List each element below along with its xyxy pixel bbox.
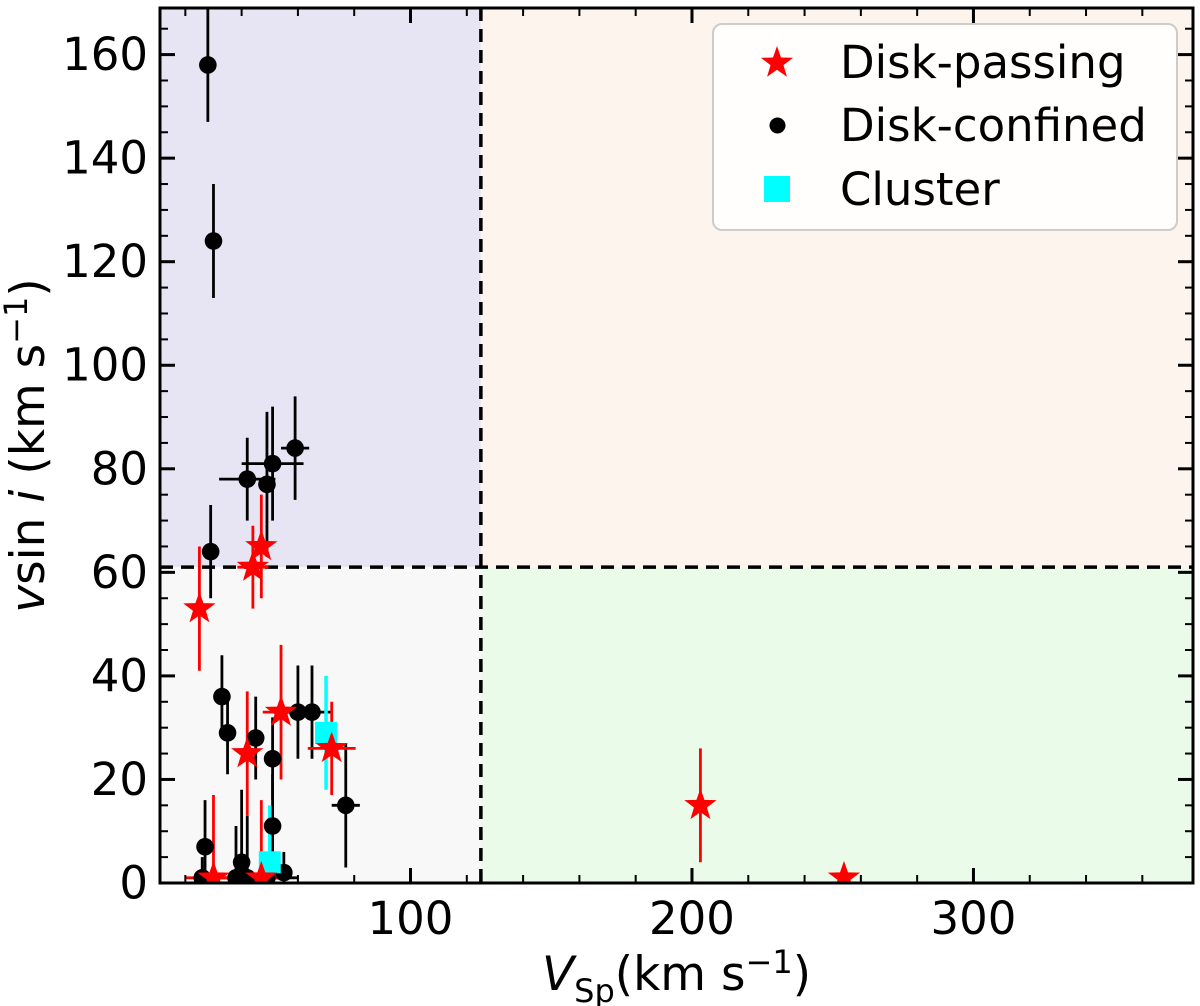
disk-confined-point [303,703,321,721]
y-tick-label: 20 [91,753,148,806]
legend-label-cluster: Cluster [840,162,1000,216]
tick-labels: 100 200 300 0 20 40 60 80 100 120 140 160 [62,28,1016,945]
legend-item-cluster: Cluster [714,158,1176,220]
y-tick-label: 160 [62,28,148,81]
cluster-point [258,851,281,874]
x-axis-label: VSp(km s−1) [542,943,811,1006]
disk-passing-point [264,695,298,726]
legend: Disk-passing Disk-confined Cluster [712,23,1178,231]
disk-confined-point [213,687,231,706]
disk-confined-point [196,837,214,856]
y-tick-label: 140 [62,132,148,185]
disk-passing-point [684,788,717,820]
disk-confined-point [199,56,217,74]
y-tick-label: 40 [91,649,148,702]
y-axis-label: vsin i (km s−1) [0,278,56,612]
legend-item-disk-passing: Disk-passing [714,32,1176,94]
x-tick-label: 300 [930,892,1016,945]
disk-confined-point [336,796,355,815]
legend-label-disk-confined: Disk-confined [840,99,1147,153]
x-tick-label: 100 [368,892,454,945]
legend-label-disk-passing: Disk-passing [840,36,1126,90]
circle-icon [714,117,840,134]
disk-passing-point [245,529,278,561]
disk-confined-point [246,729,265,747]
disk-passing-point [183,591,216,623]
quadrant-bottom-right [480,567,1193,883]
disk-confined-point [232,853,251,872]
disk-passing-point [236,550,270,581]
disk-passing-point [315,731,348,763]
y-tick-label: 120 [62,235,148,288]
y-tick-label: 0 [119,857,148,910]
disk-confined-point [218,724,237,742]
square-icon [714,176,840,203]
disk-confined-point [263,817,282,835]
data-layer [183,8,861,883]
y-tick-label: 80 [91,442,148,495]
axes-spines [158,6,1195,885]
disk-confined-point [258,475,276,494]
disk-confined-point [263,454,282,473]
disk-passing-point [245,860,278,883]
axis-ticks [160,8,1193,885]
disk-confined-point [204,232,223,250]
disk-confined-point [286,439,304,457]
y-tick-label: 60 [91,546,148,599]
y-tick-label: 100 [62,339,148,392]
disk-passing-point [231,736,264,768]
star-icon [714,45,840,81]
x-tick-label: 200 [649,892,735,945]
threshold-lines [160,8,1193,883]
disk-confined-point [201,542,220,561]
disk-passing-point [197,860,230,883]
disk-confined-point [263,749,282,768]
disk-passing-point [827,860,861,883]
legend-item-disk-confined: Disk-confined [714,95,1176,157]
disk-confined-point [238,470,257,488]
disk-passing-markers [183,529,861,883]
